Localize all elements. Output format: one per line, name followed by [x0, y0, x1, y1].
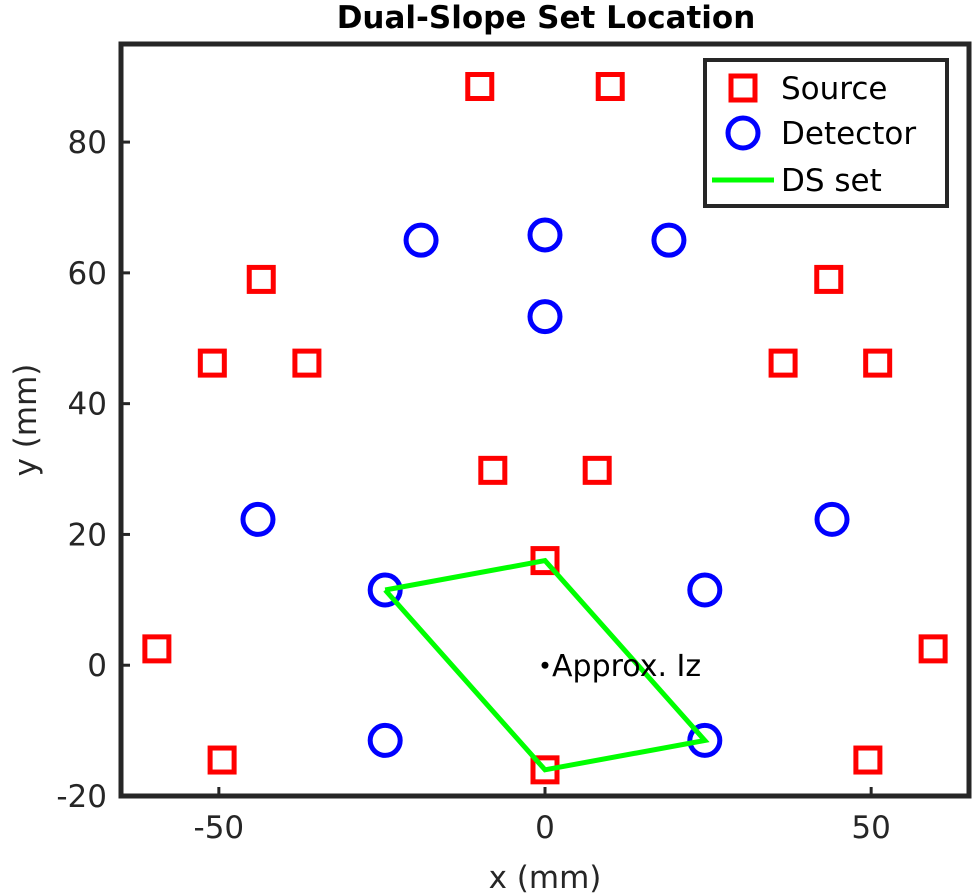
- source-marker: [768, 348, 798, 378]
- source-marker: [197, 348, 227, 378]
- legend-source-swatch: [728, 73, 758, 103]
- x-tick-label: -50: [194, 810, 245, 846]
- source-marker: [465, 72, 495, 102]
- y-axis-title: y (mm): [8, 364, 44, 477]
- detector-marker: [527, 299, 563, 335]
- source-marker: [142, 634, 172, 664]
- y-tick-label: 80: [68, 125, 107, 161]
- source-marker: [814, 264, 844, 294]
- legend-label: Source: [781, 71, 887, 107]
- source-marker: [853, 745, 883, 775]
- detector-marker: [527, 217, 563, 253]
- annotations: Approx. Iz: [541, 649, 701, 684]
- annotation-dot: [541, 661, 549, 669]
- chart-title: Dual-Slope Set Location: [337, 0, 756, 36]
- y-tick-label: 40: [68, 387, 107, 423]
- source-marker: [582, 455, 612, 485]
- source-marker: [292, 348, 322, 378]
- detector-marker: [687, 722, 723, 758]
- detector-marker: [403, 222, 439, 258]
- source-marker: [246, 264, 276, 294]
- y-axis: -20 0 20 40 60 80: [56, 125, 130, 815]
- y-tick-label: 0: [87, 648, 107, 684]
- source-marker: [863, 348, 893, 378]
- annotation-label: Approx. Iz: [552, 649, 701, 684]
- legend-detector-swatch: [725, 115, 761, 151]
- data-marks: [142, 72, 948, 785]
- y-tick-label: -20: [56, 779, 107, 815]
- legend-label: DS set: [781, 163, 882, 199]
- x-axis: -50 0 50: [194, 787, 891, 846]
- detector-marker: [367, 572, 403, 608]
- legend: Source Detector DS set: [703, 58, 949, 208]
- x-axis-title: x (mm): [489, 860, 602, 895]
- source-marker: [595, 72, 625, 102]
- detector-marker: [687, 572, 723, 608]
- plot-frame: [118, 41, 972, 799]
- source-marker: [918, 634, 948, 664]
- source-marker: [207, 745, 237, 775]
- legend-label: Detector: [781, 116, 916, 152]
- y-tick-label: 60: [68, 256, 107, 292]
- detector-marker: [240, 501, 276, 537]
- detector-marker: [367, 722, 403, 758]
- detector-marker: [651, 222, 687, 258]
- ds-set-line: [383, 557, 710, 773]
- x-tick-label: 0: [535, 810, 555, 846]
- detector-marker: [814, 501, 850, 537]
- source-marker: [478, 455, 508, 485]
- x-tick-label: 50: [851, 810, 890, 846]
- y-tick-label: 20: [68, 517, 107, 553]
